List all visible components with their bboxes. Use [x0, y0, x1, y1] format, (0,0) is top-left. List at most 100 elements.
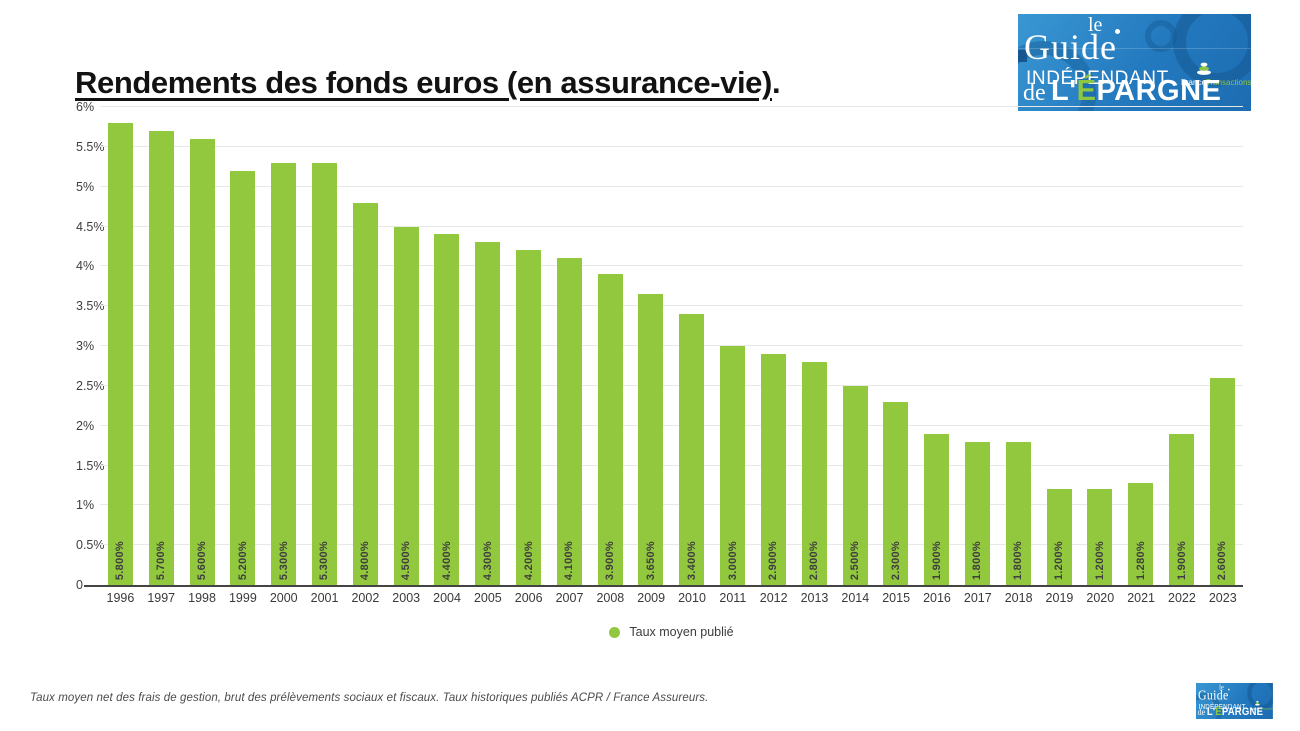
logo-francetransactions: FranceTransactions.com	[1181, 78, 1251, 87]
logo-ft-france: France	[1181, 78, 1206, 87]
gridline	[100, 504, 1243, 506]
x-axis-tick-label: 2003	[392, 591, 421, 605]
logo-square-decoration	[1018, 50, 1027, 62]
x-axis-line	[84, 585, 1243, 587]
bar-1999[interactable]: 5.200%	[230, 170, 256, 585]
x-axis-tick-label: 2007	[555, 591, 584, 605]
gridline	[100, 145, 1243, 147]
bar-1997[interactable]: 5.700%	[148, 130, 174, 585]
bar-value-label: 1.280%	[1134, 540, 1147, 580]
bar-2007[interactable]: 4.100%	[556, 258, 582, 585]
gridline	[100, 106, 1243, 107]
x-axis: 1996 1997 1998 1999 2000 2001 2002 2003 2004 2005…	[100, 591, 1243, 605]
bar-2003[interactable]: 4.500%	[393, 226, 419, 585]
y-axis-tick-label: 2%	[76, 418, 95, 433]
bar-1996[interactable]: 5.800%	[107, 122, 133, 585]
footnote: Taux moyen net des frais de gestion, bru…	[30, 692, 709, 704]
logo-word-le: le	[1219, 683, 1224, 692]
logo-word-guide: Guide	[1024, 27, 1117, 67]
x-axis-tick-label: 2001	[310, 591, 339, 605]
x-axis-tick-label: 2004	[433, 591, 461, 605]
y-axis: 0 0.5% 1% 1.5% 2% 2.5% 3% 3.5% 4% 4.5% 5% 5.5% 6%	[76, 100, 106, 592]
logo-ring-decoration	[1196, 693, 1222, 719]
logo-epargne-accent-e: É	[1215, 705, 1222, 718]
logo-francetransactions: FranceTransactions.com	[1250, 707, 1273, 710]
bar-2009[interactable]: 3.650%	[638, 294, 664, 585]
bar-2006[interactable]: 4.200%	[516, 250, 542, 585]
legend: Taux moyen publié	[100, 625, 1243, 639]
bar-2022[interactable]: 1.900%	[1169, 433, 1195, 585]
pebble-stack-icon	[1197, 62, 1211, 75]
bars-group: 5.800% 5.700% 5.600% 5.200% 5.300% 5.300% 4.80…	[100, 107, 1243, 585]
bar-value-label: 4.100%	[563, 540, 576, 580]
y-axis-tick-label: 2.5%	[76, 378, 105, 393]
x-axis-tick-label: 2000	[269, 591, 298, 605]
logo-word-de: de	[1197, 707, 1206, 718]
bar-2005[interactable]: 4.300%	[475, 242, 501, 585]
x-axis-tick-label: 2012	[759, 591, 788, 605]
bar-2008[interactable]: 3.900%	[597, 274, 623, 585]
y-axis-tick-label: 4%	[76, 259, 95, 274]
bar-value-label: 2.500%	[849, 540, 862, 580]
x-axis-tick-label: 2011	[719, 591, 747, 605]
x-axis-tick-label: 1997	[147, 591, 176, 605]
bar-value-label: 4.500%	[400, 540, 413, 580]
page-title-period: .	[771, 64, 781, 100]
logo-word-de: de	[1023, 80, 1046, 106]
bar-2020[interactable]: 1.200%	[1087, 489, 1113, 585]
logo-word-le: le	[1088, 14, 1103, 36]
bar-2004[interactable]: 4.400%	[434, 234, 460, 585]
bar-2000[interactable]: 5.300%	[271, 162, 297, 585]
logo-epargne-l: L'	[1206, 705, 1216, 718]
bar-1998[interactable]: 5.600%	[189, 138, 215, 585]
gridline	[100, 464, 1243, 466]
logo-ft-transactions: Transactions	[1205, 78, 1251, 87]
y-axis-tick-label: 0	[76, 578, 83, 592]
bar-value-label: 1.900%	[1175, 540, 1188, 580]
y-axis-tick-label: 6%	[76, 100, 95, 114]
bar-2014[interactable]: 2.500%	[842, 385, 868, 585]
bar-value-label: 1.200%	[1053, 540, 1066, 580]
bar-2021[interactable]: 1.280%	[1128, 483, 1154, 585]
y-axis-tick-label: 3%	[76, 339, 95, 353]
logo-epargne-accent-e: É	[1076, 75, 1097, 107]
bar-value-label: 2.600%	[1216, 540, 1229, 580]
bar-value-label: 2.900%	[767, 540, 780, 580]
bar-value-label: 3.650%	[644, 540, 657, 580]
legend-marker	[609, 626, 621, 638]
x-axis-tick-label: 1999	[228, 591, 257, 605]
logo-ring-decoration	[1145, 20, 1177, 52]
bar-2011[interactable]: 3.000%	[720, 346, 746, 585]
bar-2012[interactable]: 2.900%	[760, 353, 786, 585]
x-axis-tick-label: 1996	[106, 591, 135, 605]
x-axis-tick-label: 2018	[1004, 591, 1033, 605]
bar-2002[interactable]: 4.800%	[352, 202, 378, 585]
bar-value-label: 5.600%	[196, 540, 209, 580]
bar-2023[interactable]: 2.600%	[1209, 377, 1235, 585]
x-axis-tick-label: 2006	[514, 591, 543, 605]
bar-value-label: 1.900%	[930, 540, 943, 580]
bar-2013[interactable]: 2.800%	[801, 361, 827, 585]
logo-word-independant: INDÉPENDANT	[1198, 703, 1246, 711]
bar-value-label: 1.800%	[971, 540, 984, 580]
bar-value-label: 4.400%	[440, 540, 453, 580]
chart-plot: 5.800% 5.700% 5.600% 5.200% 5.300% 5.300% 4.80…	[84, 106, 1243, 587]
bar-2001[interactable]: 5.300%	[311, 162, 337, 585]
logo-ring-decoration	[1247, 683, 1273, 710]
bar-2016[interactable]: 1.900%	[924, 433, 950, 585]
x-axis-tick-label: 2008	[596, 591, 625, 605]
x-axis-tick-label: 2009	[637, 591, 666, 605]
logo-word-independant: INDÉPENDANT	[1026, 68, 1169, 89]
gridline	[100, 424, 1243, 426]
bar-value-label: 5.700%	[155, 540, 168, 580]
bar-value-label: 5.300%	[277, 540, 290, 580]
bar-2017[interactable]: 1.800%	[964, 441, 990, 585]
bar-2019[interactable]: 1.200%	[1046, 489, 1072, 585]
bar-value-label: 2.800%	[808, 540, 821, 580]
bar-2015[interactable]: 2.300%	[883, 401, 909, 585]
brand-logo-small: le Guide INDÉPENDANT FranceTransactions.…	[1196, 683, 1273, 719]
bar-2010[interactable]: 3.400%	[679, 314, 705, 585]
bar-value-label: 2.300%	[889, 540, 902, 580]
bar-2018[interactable]: 1.800%	[1005, 441, 1031, 585]
bar-value-label: 3.400%	[685, 540, 698, 580]
